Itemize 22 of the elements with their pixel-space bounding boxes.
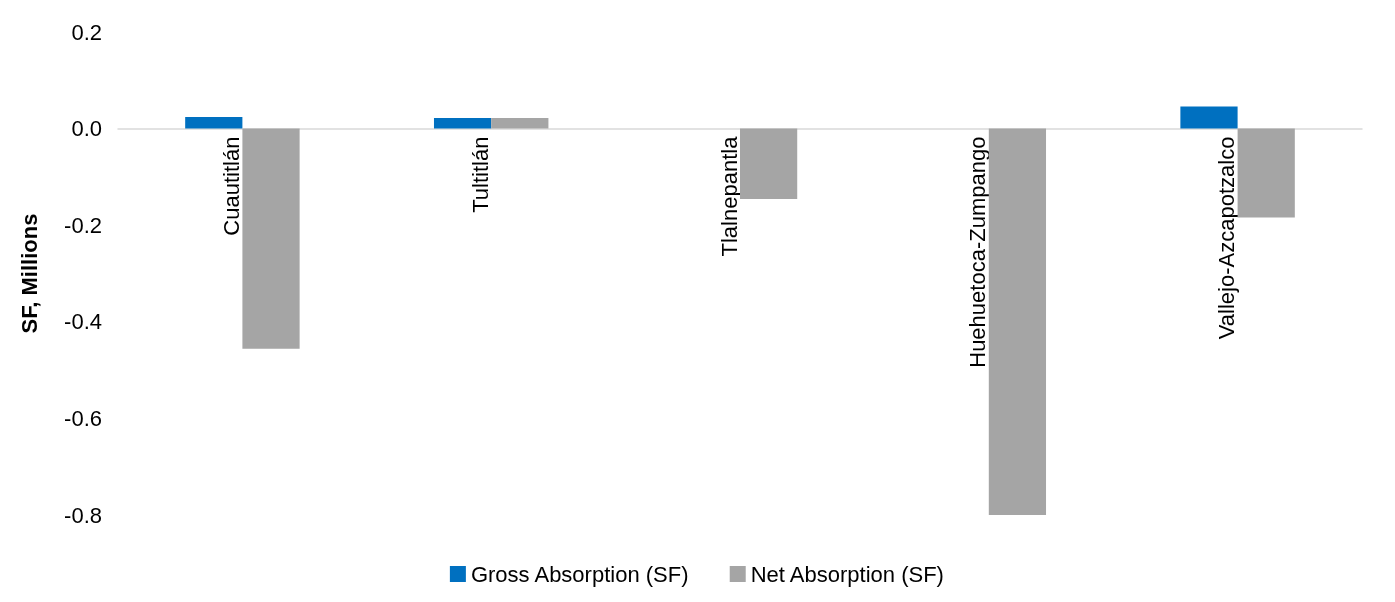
x-tick-label: Huehuetoca-Zumpango xyxy=(965,136,991,368)
bar xyxy=(185,117,243,129)
x-tick-label: Tultitlán xyxy=(467,136,493,213)
bar xyxy=(433,117,492,129)
bar xyxy=(988,128,1047,515)
y-tick-label: 0.0 xyxy=(71,116,102,142)
y-tick-label: -0.8 xyxy=(64,502,102,528)
bar xyxy=(491,117,549,129)
bar xyxy=(740,128,798,200)
bar xyxy=(1237,128,1295,218)
legend-label: Gross Absorption (SF) xyxy=(470,561,689,587)
y-axis-title: SF, Millions xyxy=(16,213,42,334)
x-tick-label: Cuautitlán xyxy=(218,136,244,236)
legend-label: Net Absorption (SF) xyxy=(750,561,944,587)
y-tick-label: -0.2 xyxy=(64,212,102,238)
y-tick-label: -0.6 xyxy=(64,405,102,431)
bar xyxy=(242,128,300,349)
x-tick-label: Vallejo-Azcapotzalco xyxy=(1214,136,1240,340)
x-tick-label: Tlalnepantla xyxy=(716,135,742,257)
y-tick-label: 0.2 xyxy=(71,19,102,45)
bar xyxy=(1180,106,1238,129)
y-tick-label: -0.4 xyxy=(64,309,102,335)
